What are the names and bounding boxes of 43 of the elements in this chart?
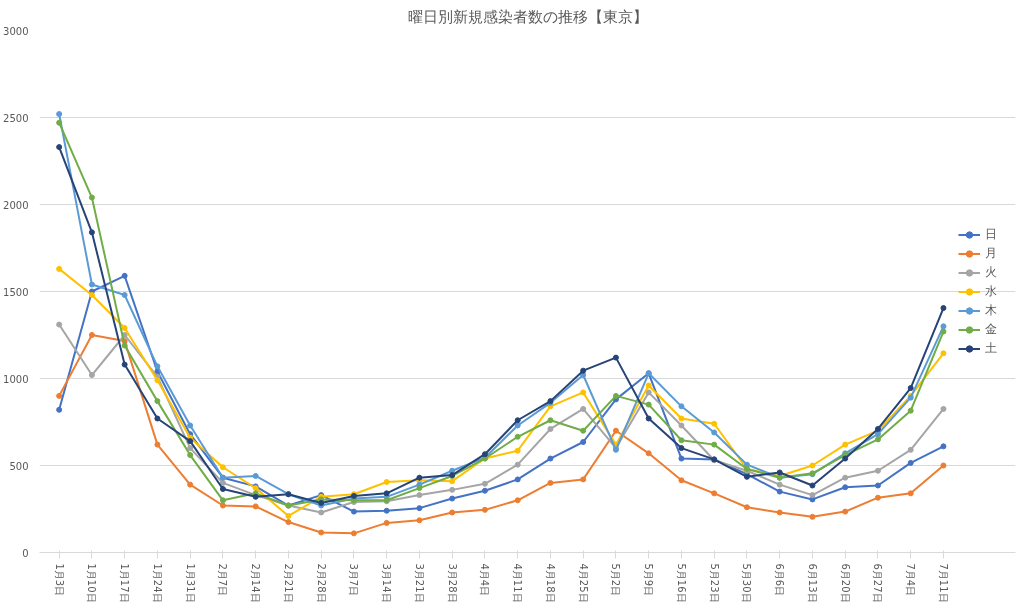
x-tick-label: 3月28日 xyxy=(446,563,458,603)
x-tick-label: 6月6日 xyxy=(774,563,786,597)
x-tick-label: 4月4日 xyxy=(479,563,491,597)
x-tick-label: 1月24日 xyxy=(151,563,163,603)
x-tick-label: 4月11日 xyxy=(512,563,524,603)
legend-label: 土 xyxy=(985,339,998,357)
legend-label: 水 xyxy=(985,282,998,300)
x-tick-label: 5月2日 xyxy=(610,563,622,597)
x-tick-label: 7月4日 xyxy=(905,563,917,597)
legend-label: 日 xyxy=(985,225,998,243)
x-tick-label: 6月13日 xyxy=(806,563,818,603)
x-tick-label: 1月31日 xyxy=(184,563,196,603)
x-tick-label: 3月21日 xyxy=(413,563,425,603)
y-tick-label: 2500 xyxy=(3,112,29,124)
x-tick-label: 6月20日 xyxy=(839,563,851,603)
legend-label: 木 xyxy=(985,301,998,319)
x-tick-label: 1月3日 xyxy=(53,563,65,597)
x-tick-label: 7月11日 xyxy=(937,563,949,603)
legend-label: 月 xyxy=(985,244,998,262)
x-tick-label: 5月16日 xyxy=(675,563,687,603)
x-tick-label: 2月28日 xyxy=(315,563,327,603)
y-tick-label: 3000 xyxy=(3,25,29,37)
x-tick-label: 4月25日 xyxy=(577,563,589,603)
x-tick-label: 5月9日 xyxy=(643,563,655,597)
x-tick-label: 3月14日 xyxy=(381,563,393,603)
x-tick-label: 5月30日 xyxy=(741,563,753,603)
x-tick-label: 2月14日 xyxy=(250,563,262,603)
x-tick-label: 2月7日 xyxy=(217,563,229,597)
x-tick-label: 1月17日 xyxy=(119,563,131,603)
chart-title: 曜日別新規感染者数の推移【東京】 xyxy=(407,7,648,26)
legend-label: 火 xyxy=(985,263,998,281)
y-tick-label: 0 xyxy=(22,547,29,559)
y-tick-label: 500 xyxy=(9,460,29,472)
x-tick-label: 5月23日 xyxy=(708,563,720,603)
x-tick-label: 6月27日 xyxy=(872,563,884,603)
legend-label: 金 xyxy=(985,320,998,338)
x-tick-label: 1月10日 xyxy=(86,563,98,603)
y-tick-label: 1000 xyxy=(3,373,29,385)
x-tick-label: 3月7日 xyxy=(348,563,360,597)
x-tick-label: 2月21日 xyxy=(282,563,294,603)
y-tick-label: 2000 xyxy=(3,199,29,211)
y-tick-label: 1500 xyxy=(3,286,29,298)
x-tick-label: 4月18日 xyxy=(544,563,556,603)
